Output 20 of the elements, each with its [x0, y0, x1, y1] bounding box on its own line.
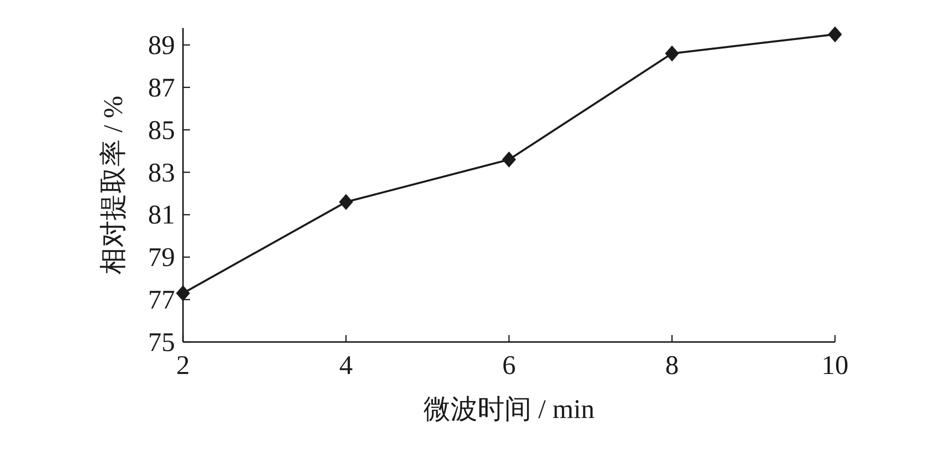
point	[665, 45, 679, 62]
y-tick-label: 87	[148, 72, 175, 102]
point	[828, 26, 842, 42]
point	[176, 285, 190, 302]
point	[339, 194, 353, 210]
x-tick-label: 2	[176, 350, 190, 380]
y-tick-label: 75	[148, 327, 175, 357]
point	[502, 152, 516, 168]
y-tick-label: 81	[148, 200, 175, 230]
y-tick-label: 89	[148, 30, 175, 60]
x-tick-label: 6	[502, 350, 516, 380]
y-tick-label: 83	[148, 157, 175, 188]
x-tick-label: 8	[665, 350, 679, 380]
x-tick-label: 10	[822, 350, 848, 380]
y-tick-label: 77	[148, 284, 175, 315]
x-axis-title: 微波时间 / min	[423, 394, 595, 424]
y-tick-label: 85	[148, 114, 175, 145]
y-tick-label: 79	[148, 242, 175, 272]
y-axis-title: 相对提取率 / %	[98, 96, 128, 274]
x-tick-label: 4	[339, 350, 354, 380]
